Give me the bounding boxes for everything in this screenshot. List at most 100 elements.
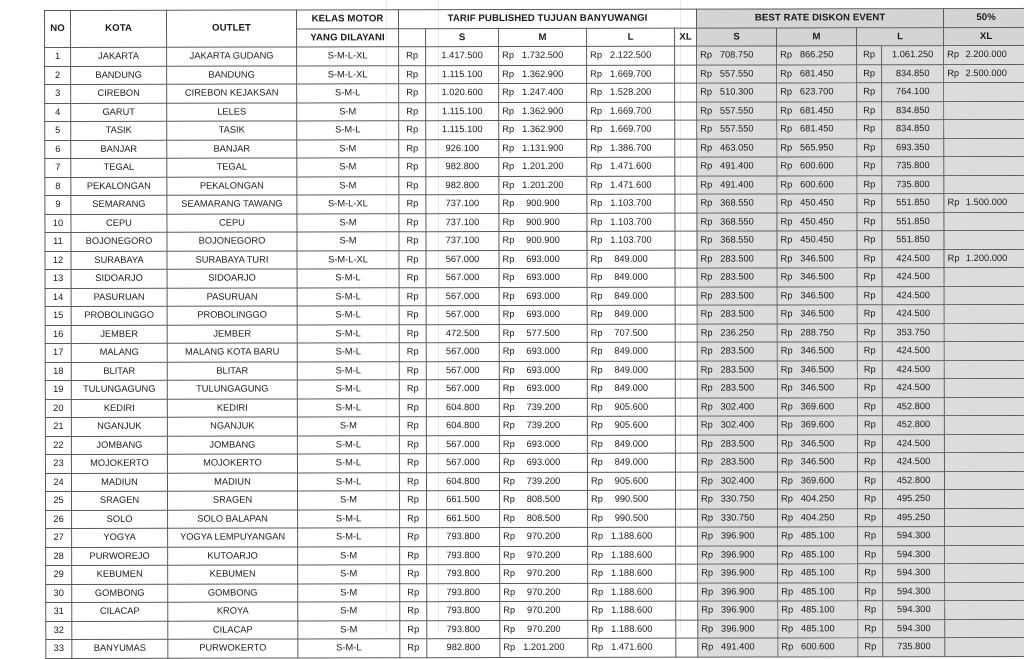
cell-no: 11 [44, 232, 72, 251]
table-row: 20 KEDIRI KEDIRI S-M-L Rp 604.800 Rp 739.200 Rp 9… [45, 396, 1024, 418]
cell-l: Rp 990.500 [587, 490, 676, 509]
cell-kelas: S-M [297, 490, 400, 510]
cell-s: 982.800 [425, 157, 499, 177]
currency-symbol: Rp [700, 364, 713, 375]
cell-bm: Rp 346.500 [777, 341, 858, 361]
table-row: 14 PASURUAN PASURUAN S-M-L Rp 567.000 Rp 693.00… [45, 285, 1024, 307]
cell-bs: Rp 302.400 [697, 471, 778, 491]
cell-bl: 735.800 [881, 156, 944, 176]
currency-symbol: Rp [856, 138, 882, 157]
currency-symbol: Rp [856, 193, 882, 213]
cell-no: 2 [44, 65, 71, 85]
amount-value: 1.201.200 [523, 641, 565, 652]
cell-bxl [944, 267, 1024, 287]
currency-symbol: Rp [857, 637, 883, 657]
currency-symbol: Rp [590, 197, 603, 208]
cell-s: 567.000 [426, 250, 500, 269]
amount-value: 369.600 [800, 400, 835, 411]
currency-symbol: Rp [700, 179, 713, 190]
table-row: 12 SURABAYA SURABAYA TURI S-M-L-XL Rp 567.000… [45, 248, 1024, 270]
cell-bl: 834.850 [881, 101, 944, 120]
cell-s: 737.100 [425, 231, 500, 251]
cell-l: Rp 1.188.600 [587, 601, 676, 620]
cell-bl: 594.300 [882, 545, 945, 564]
cell-s: 567.000 [426, 435, 500, 454]
currency-symbol: Rp [398, 176, 426, 195]
cell-no: 27 [45, 528, 72, 547]
cell-xl [675, 508, 698, 528]
cell-xl [674, 212, 697, 232]
amount-value: 577.500 [526, 327, 560, 338]
cell-bxl [944, 415, 1024, 435]
cell-bm: Rp 404.250 [777, 489, 858, 509]
cell-xl [674, 231, 698, 250]
currency-symbol: Rp [857, 582, 883, 601]
currency-symbol: Rp [502, 50, 514, 61]
table-row: 18 BLITAR BLITAR S-M-L Rp 567.000 Rp 693.000 Rp 8… [45, 359, 1024, 381]
cell-bs: Rp 396.900 [697, 600, 778, 620]
currency-symbol: Rp [700, 142, 713, 153]
cell-xl [675, 342, 698, 361]
cell-bs: Rp 510.300 [696, 82, 777, 102]
cell-xl [675, 268, 698, 287]
amount-value: 1.188.600 [610, 567, 653, 578]
cell-outlet: TASIK [166, 120, 297, 140]
cell-xl [675, 453, 698, 472]
cell-kelas: S-M-L-XL [297, 250, 400, 269]
cell-no: 25 [45, 491, 72, 510]
cell-m: Rp 970.200 [499, 601, 588, 621]
cell-outlet: CIREBON KEJAKSAN [166, 83, 297, 103]
cell-bs: Rp 283.500 [697, 434, 778, 454]
currency-symbol: Rp [398, 139, 426, 158]
cell-m: Rp 693.000 [499, 342, 588, 362]
amount-value: 681.450 [799, 104, 834, 115]
cell-m: Rp 1.362.900 [498, 101, 587, 121]
cell-xl [675, 286, 698, 306]
currency-symbol: Rp [780, 289, 793, 300]
amount-value: 236.250 [720, 327, 755, 338]
currency-symbol: Rp [701, 493, 713, 504]
cell-bs: Rp 302.400 [697, 415, 778, 435]
cell-outlet: PURWOKERTO [167, 638, 298, 658]
table-row: 19 TULUNGAGUNG TULUNGAGUNG S-M-L Rp 567.000 Rp… [45, 378, 1024, 399]
amount-value: 330.750 [720, 512, 755, 523]
cell-bxl [944, 396, 1024, 416]
amount-value: 346.500 [800, 289, 834, 300]
currency-symbol: Rp [399, 509, 427, 528]
table-header: NO KOTA OUTLET KELAS MOTOR TARIF PUBLISH… [44, 8, 1024, 48]
cell-bxl [944, 581, 1024, 601]
cell-outlet: MADIUN [167, 472, 298, 492]
cell-kota: MALANG [71, 343, 168, 362]
table-body: 1 JAKARTA JAKARTA GUDANG S-M-L-XL Rp 1.417.50… [44, 45, 1024, 658]
currency-symbol: Rp [700, 234, 713, 245]
currency-symbol: Rp [781, 622, 794, 633]
amount-value: 970.200 [526, 604, 561, 615]
currency-symbol: Rp [502, 364, 515, 375]
col-header-tarif-xl: XL [674, 27, 697, 47]
cell-l: Rp 1.471.600 [586, 157, 675, 176]
cell-kota: YOGYA [71, 528, 168, 547]
cell-xl [675, 490, 698, 509]
cell-kelas: S-M-L [297, 268, 400, 288]
cell-xl [675, 323, 698, 343]
cell-bm: Rp 369.600 [777, 397, 858, 416]
amount-value: 1.200.000 [965, 252, 1008, 263]
amount-value: 990.500 [614, 512, 649, 523]
cell-outlet: KEBUMEN [167, 564, 298, 584]
currency-symbol: Rp [590, 179, 603, 190]
cell-m: Rp 739.200 [499, 471, 588, 491]
col-group-header-percent: 50% [943, 8, 1024, 28]
cell-kota: SIDOARJO [71, 269, 168, 288]
currency-symbol: Rp [591, 549, 604, 560]
cell-l: Rp 905.600 [587, 397, 676, 417]
amount-value: 463.050 [719, 142, 754, 153]
col-header-best-s: S [696, 27, 777, 47]
currency-symbol: Rp [590, 290, 603, 301]
cell-xl [675, 527, 698, 546]
currency-symbol: Rp [502, 272, 515, 283]
cell-bm: Rp 485.100 [777, 582, 858, 601]
col-header-kelas-motor: KELAS MOTOR [296, 9, 399, 29]
currency-symbol: Rp [857, 341, 883, 361]
cell-m: Rp 808.500 [499, 490, 588, 510]
cell-no: 31 [45, 602, 72, 621]
